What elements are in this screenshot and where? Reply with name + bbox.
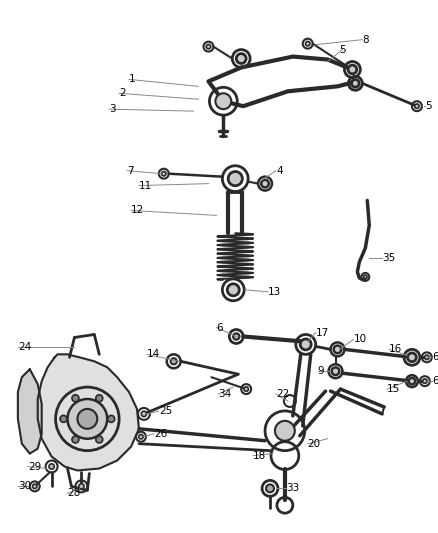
Text: 12: 12	[131, 205, 144, 215]
Text: 6: 6	[432, 376, 438, 386]
Circle shape	[332, 367, 339, 375]
Circle shape	[415, 104, 419, 108]
Circle shape	[139, 434, 143, 439]
Circle shape	[233, 333, 240, 340]
Text: 30: 30	[18, 481, 31, 491]
Circle shape	[228, 172, 242, 185]
Text: 25: 25	[159, 406, 172, 416]
Text: 16: 16	[389, 344, 403, 354]
Circle shape	[72, 436, 79, 443]
Text: 8: 8	[362, 35, 369, 45]
Circle shape	[141, 411, 147, 417]
Circle shape	[266, 484, 274, 492]
Text: 10: 10	[353, 335, 367, 344]
Circle shape	[72, 395, 79, 402]
Text: 15: 15	[387, 384, 400, 394]
Text: 5: 5	[425, 101, 431, 111]
Circle shape	[49, 464, 54, 469]
Circle shape	[96, 436, 103, 443]
Text: 29: 29	[28, 462, 41, 472]
Circle shape	[96, 395, 103, 402]
Text: 34: 34	[219, 389, 232, 399]
Circle shape	[305, 42, 310, 46]
Text: 18: 18	[253, 450, 266, 461]
Text: 3: 3	[109, 104, 116, 114]
Circle shape	[108, 415, 115, 422]
Text: 6: 6	[432, 352, 438, 362]
Text: 24: 24	[18, 342, 31, 352]
Circle shape	[364, 275, 367, 279]
Text: 6: 6	[216, 322, 223, 333]
Circle shape	[206, 44, 211, 49]
Circle shape	[334, 345, 341, 353]
Text: 33: 33	[286, 483, 299, 494]
Circle shape	[170, 358, 177, 365]
Circle shape	[348, 65, 357, 74]
Circle shape	[78, 409, 97, 429]
Text: 14: 14	[147, 349, 160, 359]
Circle shape	[408, 353, 416, 362]
Text: 22: 22	[276, 389, 289, 399]
Circle shape	[79, 483, 84, 489]
Circle shape	[236, 54, 246, 63]
Text: 5: 5	[339, 45, 346, 54]
Text: 20: 20	[308, 439, 321, 449]
Circle shape	[423, 379, 427, 383]
Text: 28: 28	[67, 488, 81, 498]
Circle shape	[409, 378, 415, 384]
Text: 1: 1	[129, 75, 136, 84]
Circle shape	[261, 180, 269, 188]
Text: 2: 2	[119, 88, 126, 98]
Text: 9: 9	[318, 366, 324, 376]
Text: 7: 7	[127, 166, 134, 176]
Text: 35: 35	[382, 253, 396, 263]
Text: 13: 13	[268, 287, 281, 297]
Circle shape	[300, 339, 311, 350]
Text: 4: 4	[276, 166, 283, 176]
Circle shape	[244, 387, 248, 391]
Circle shape	[67, 399, 107, 439]
Polygon shape	[38, 354, 139, 471]
Circle shape	[275, 421, 295, 441]
Circle shape	[60, 415, 67, 422]
Circle shape	[215, 93, 231, 109]
Circle shape	[162, 172, 166, 176]
Text: 26: 26	[154, 429, 167, 439]
Circle shape	[32, 484, 37, 489]
Circle shape	[227, 284, 239, 296]
Polygon shape	[18, 369, 42, 454]
Text: 17: 17	[316, 327, 329, 337]
Circle shape	[424, 355, 429, 360]
Text: 11: 11	[139, 181, 152, 191]
Circle shape	[352, 79, 359, 87]
